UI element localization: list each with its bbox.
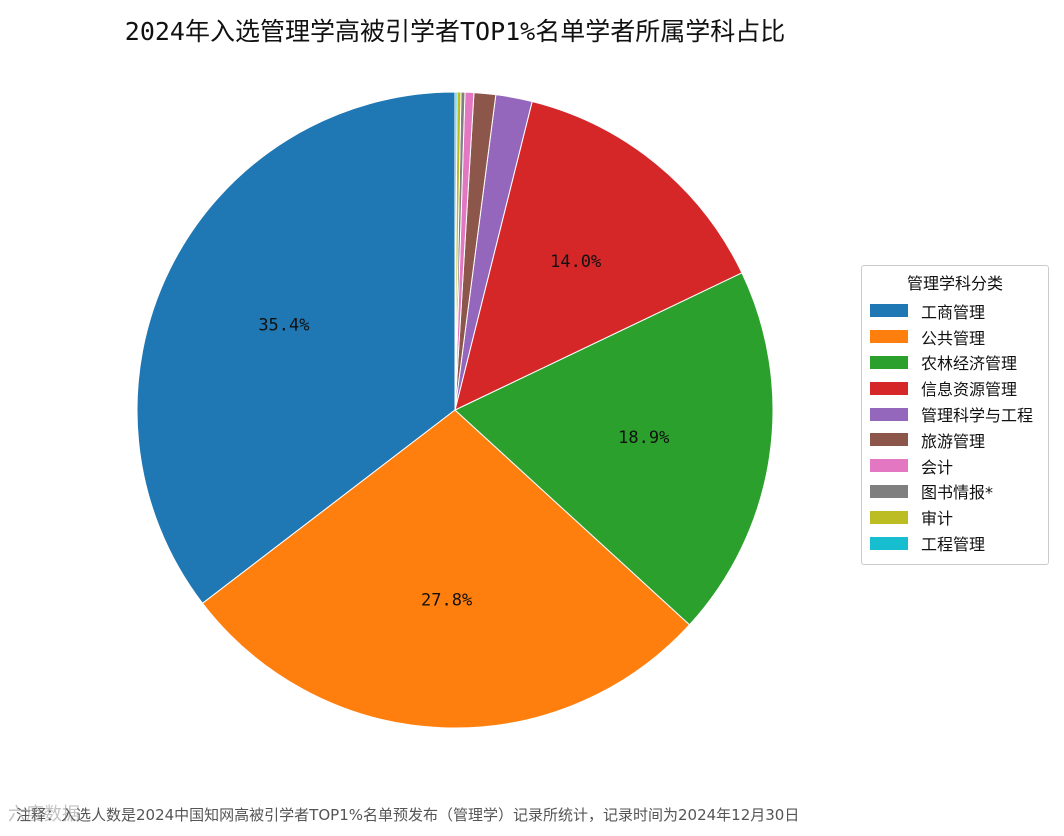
- pie-slice-4: [454, 100, 743, 411]
- legend-swatch: [870, 381, 908, 395]
- legend-item: 工程管理: [870, 530, 1040, 556]
- legend-swatch: [870, 304, 908, 318]
- pie-slice-label-3: 18.9%: [618, 428, 669, 448]
- legend-label: 管理科学与工程: [921, 406, 1034, 426]
- legend-label: 图书情报*: [921, 483, 994, 503]
- legend-item: 旅游管理: [870, 427, 1040, 453]
- legend-swatch: [870, 330, 908, 344]
- legend-item: 公共管理: [870, 324, 1040, 350]
- legend-swatch: [870, 407, 908, 421]
- legend-title: 管理学科分类: [906, 274, 1003, 293]
- legend-label: 公共管理: [921, 328, 986, 348]
- legend-item: 信息资源管理: [870, 375, 1040, 401]
- legend-item: 工商管理: [870, 298, 1040, 324]
- legend-item: 审计: [870, 504, 1040, 530]
- pie-slice-label-4: 14.0%: [550, 252, 601, 272]
- legend: 管理学科分类 工商管理公共管理农林经济管理 信息资源管理 管理科学与工程 旅游管理会计…: [861, 265, 1049, 565]
- legend-label: 农林经济管理: [921, 354, 1018, 374]
- legend-swatch: [870, 433, 908, 447]
- footnote: 注释：入选人数是2024中国知网高被引学者TOP1%名单预发布（管理学）记录所统…: [16, 806, 800, 824]
- pie-slice-10: [454, 91, 458, 411]
- pie-slice-label-2: 27.8%: [421, 591, 472, 611]
- legend-item: 管理科学与工程: [870, 401, 1040, 427]
- legend-label: 信息资源管理: [921, 380, 1018, 400]
- pie-labels: 35.4% 27.8% 18.9% 14.0%: [258, 252, 669, 610]
- legend-label: 审计: [921, 509, 954, 529]
- legend-label: 旅游管理: [921, 431, 986, 451]
- pie-slice-1: [136, 91, 456, 605]
- legend-swatch: [870, 355, 908, 369]
- legend-swatch: [870, 459, 908, 473]
- legend-swatch: [870, 484, 908, 498]
- pie-slices: [136, 91, 774, 729]
- pie-slice-3: [454, 272, 774, 626]
- legend-label: 工程管理: [921, 535, 986, 555]
- legend-item: 图书情报*: [870, 479, 1040, 505]
- legend-swatch: [870, 510, 908, 524]
- pie-slice-label-1: 35.4%: [258, 316, 309, 336]
- watermark: 六度数据: [8, 804, 80, 825]
- pie-slice-2: [201, 409, 691, 729]
- legend-items: 工商管理公共管理农林经济管理 信息资源管理 管理科学与工程 旅游管理会计图书情报* 审计…: [870, 298, 1040, 556]
- legend-label: 会计: [921, 457, 954, 477]
- legend-swatch: [870, 536, 908, 550]
- legend-item: 会计: [870, 453, 1040, 479]
- legend-label: 工商管理: [921, 302, 986, 322]
- legend-item: 农林经济管理: [870, 350, 1040, 376]
- chart-title: 2024年入选管理学高被引学者TOP1%名单学者所属学科占比: [124, 17, 786, 46]
